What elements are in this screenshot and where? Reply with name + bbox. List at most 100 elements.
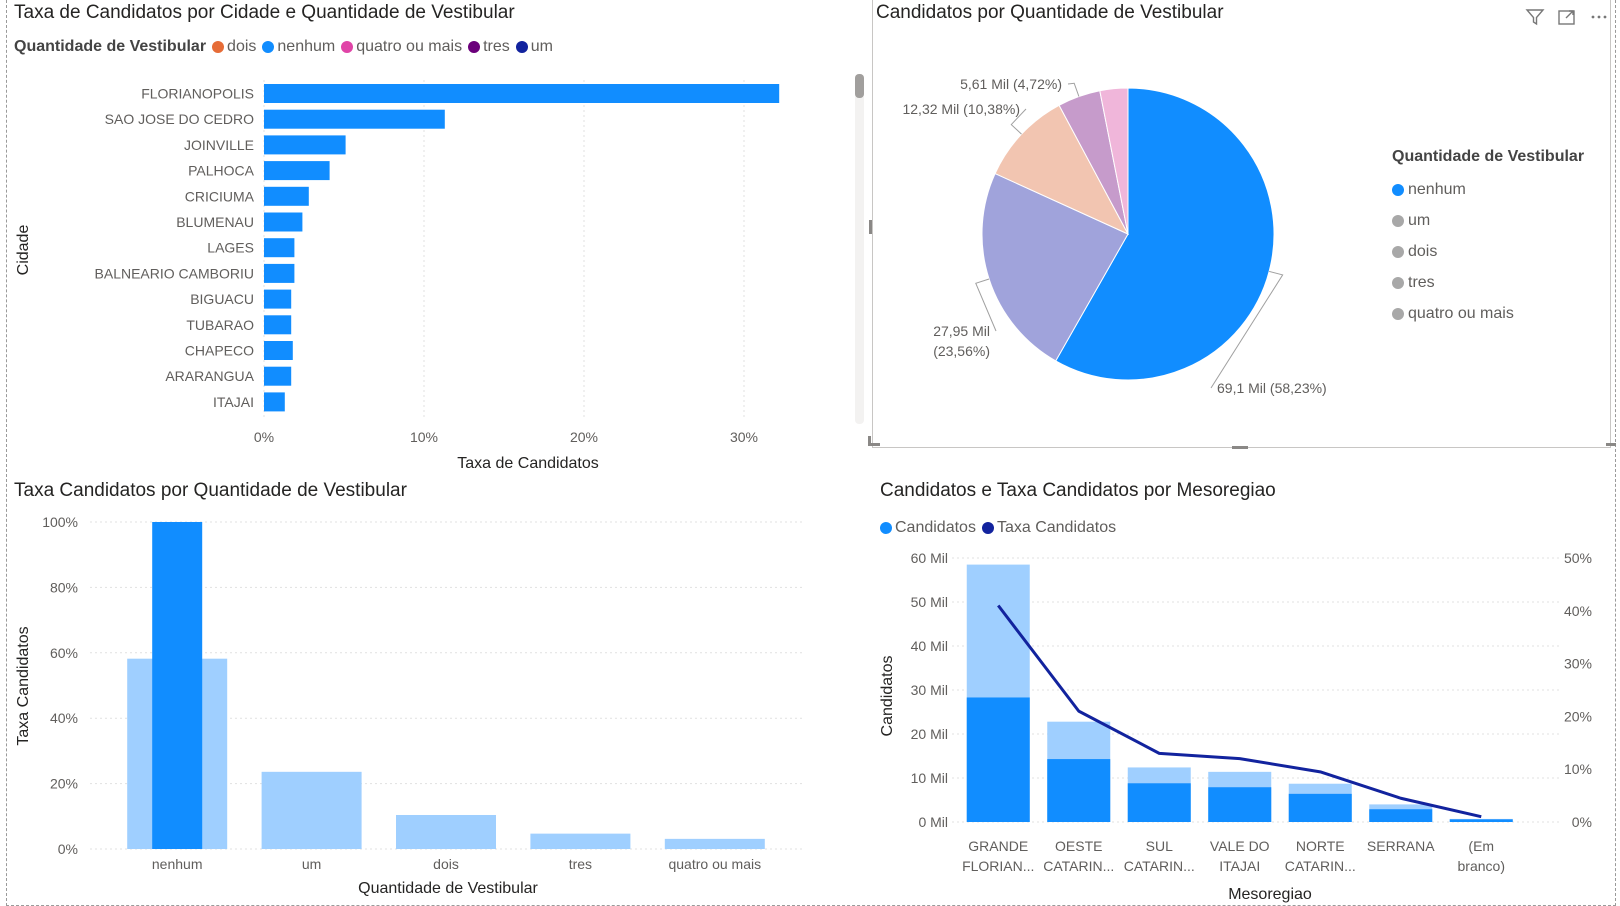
bar [264, 161, 330, 181]
bar [264, 186, 309, 206]
y-tick-label: 0 Mil [918, 814, 948, 830]
pie-legend-item-quatro[interactable]: quatro ou mais [1392, 298, 1584, 329]
category-label: SAO JOSE DO CEDRO [105, 111, 254, 127]
legend-item-nenhum[interactable]: nenhum [262, 38, 335, 56]
chart2-legend: Quantidade de Vestibular nenhum um dois … [1392, 148, 1584, 329]
category-label: nenhum [152, 856, 203, 872]
y-tick-label: 100% [42, 514, 78, 530]
category-label: (Em [1468, 838, 1494, 854]
legend-dot [1392, 183, 1404, 196]
category-label: BIGUACU [190, 291, 254, 307]
vestibular-bar-chart: 0% 20% 40% 60% 80% 100% nenhum um dois tres quatro… [15, 514, 802, 897]
y-tick-label: 50 Mil [911, 594, 948, 610]
x-axis-title: Quantidade de Vestibular [358, 880, 538, 897]
pie-legend-item-tres[interactable]: tres [1392, 267, 1584, 298]
pie-slice [1099, 87, 1129, 235]
y-tick-label: 30 Mil [911, 682, 948, 698]
bar [264, 289, 292, 309]
category-label: GRANDE [968, 838, 1028, 854]
bar-light [396, 814, 496, 849]
category-label: ITAJAI [1219, 858, 1260, 874]
category-label: ITAJAI [213, 394, 254, 410]
category-label: CRICIUMA [185, 188, 255, 204]
x-tick-label: 20% [570, 429, 598, 445]
y-tick-label: 20 Mil [911, 726, 948, 742]
legend-item-quatro[interactable]: quatro ou mais [341, 38, 462, 56]
x-axis-title: Taxa de Candidatos [457, 455, 598, 472]
bar [264, 238, 295, 258]
city-bar-chart: 0% 10% 20% 30% FLORIANOPOLIS SAO JOSE DO CEDR… [15, 80, 780, 472]
y2-tick-label: 30% [1564, 656, 1592, 672]
legend-dot [262, 41, 275, 53]
data-label: (23,56%) [933, 343, 990, 359]
x-tick-label: 10% [410, 429, 438, 445]
category-label: PALHOCA [188, 163, 255, 179]
bar-light [530, 833, 631, 849]
legend-dot [1392, 214, 1404, 227]
leader-line [1067, 82, 1080, 97]
chart1-scrollbar[interactable] [855, 74, 864, 424]
focus-mode-icon[interactable] [1556, 6, 1578, 28]
bar-highlight [1127, 783, 1191, 822]
y-tick-label: 40 Mil [911, 638, 948, 654]
bar-highlight [1047, 759, 1111, 822]
bar [264, 263, 295, 283]
visual-header [1524, 6, 1610, 28]
category-label: JOINVILLE [184, 137, 254, 153]
bar-highlight [1449, 819, 1513, 822]
data-label: 69,1 Mil (58,23%) [1217, 380, 1327, 396]
bar [264, 135, 346, 155]
legend-item-dois[interactable]: dois [212, 38, 256, 56]
legend-dot [1392, 245, 1404, 258]
category-label: um [302, 856, 321, 872]
category-label: quatro ou mais [668, 856, 761, 872]
legend-item-um[interactable]: um [515, 38, 553, 56]
pie-slice [981, 172, 1129, 362]
chart2-title: Candidatos por Quantidade de Vestibular [876, 2, 1224, 23]
chart1-title: Taxa de Candidatos por Cidade e Quantida… [14, 2, 515, 23]
y-tick-label: 10 Mil [911, 770, 948, 786]
y-axis-title: Taxa Candidatos [15, 626, 32, 745]
bar [264, 84, 780, 103]
bar [264, 392, 285, 412]
category-label: SUL [1146, 838, 1173, 854]
category-label: OESTE [1055, 838, 1102, 854]
y-tick-label: 0% [58, 841, 78, 857]
x-axis-title: Mesoregiao [1228, 886, 1312, 903]
pie-legend-item-nenhum[interactable]: nenhum [1392, 174, 1584, 205]
bar-light [261, 771, 362, 849]
y-tick-label: 60 Mil [911, 550, 948, 566]
resize-handle[interactable] [869, 220, 872, 234]
legend-item-candidatos[interactable]: Candidatos [880, 519, 976, 537]
chart4-legend: Candidatos Taxa Candidatos [880, 519, 1122, 537]
y2-tick-label: 50% [1564, 550, 1592, 566]
category-label: tres [569, 856, 592, 872]
bar [264, 366, 292, 386]
y2-tick-label: 10% [1564, 761, 1592, 777]
chart1-legend-title: Quantidade de Vestibular [14, 38, 207, 55]
resize-handle[interactable] [868, 443, 880, 446]
bar-highlight [152, 522, 203, 849]
resize-handle[interactable] [868, 436, 871, 446]
legend-item-tres[interactable]: tres [468, 38, 510, 56]
more-options-icon[interactable] [1588, 6, 1610, 28]
scrollbar-thumb[interactable] [855, 74, 864, 98]
resize-handle[interactable] [1606, 443, 1616, 446]
category-label: ARARANGUA [165, 368, 254, 384]
filter-icon[interactable] [1524, 6, 1546, 28]
legend-item-taxa[interactable]: Taxa Candidatos [981, 519, 1116, 537]
x-tick-label: 0% [254, 429, 274, 445]
resize-handle[interactable] [1232, 446, 1248, 449]
y-axis-title: Candidatos [879, 656, 896, 737]
pie-legend-item-um[interactable]: um [1392, 205, 1584, 236]
legend-dot [515, 41, 528, 53]
pie-chart: 69,1 Mil (58,23%) 27,95 Mil (23,56%) 12,32 … [902, 76, 1327, 396]
category-label: SERRANA [1367, 838, 1435, 854]
data-label: 12,32 Mil (10,38%) [902, 101, 1020, 117]
y2-tick-label: 0% [1572, 814, 1592, 830]
leader-line [1210, 270, 1284, 389]
y-tick-label: 60% [50, 645, 78, 661]
chart3-title: Taxa Candidatos por Quantidade de Vestib… [14, 480, 407, 501]
category-label: LAGES [207, 240, 254, 256]
pie-legend-item-dois[interactable]: dois [1392, 236, 1584, 267]
